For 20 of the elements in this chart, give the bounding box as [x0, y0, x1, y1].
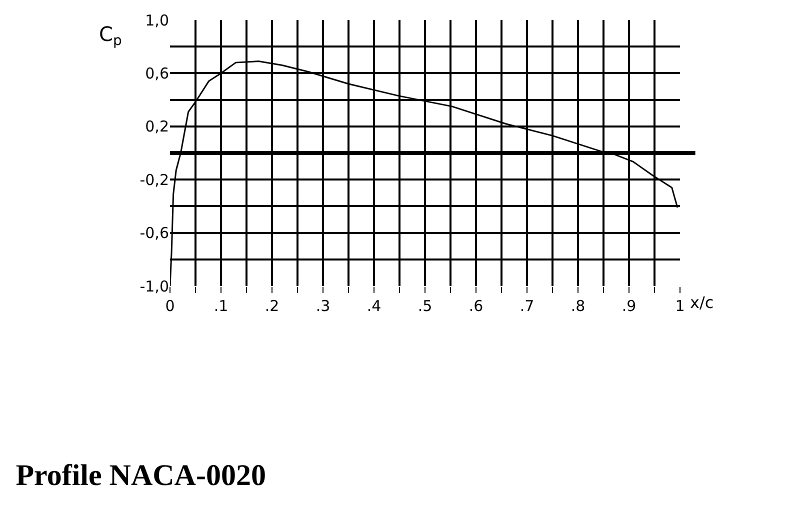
x-tick-label: 1 — [675, 297, 685, 315]
y-tick-label: 0,6 — [145, 64, 169, 82]
y-tick-label: 1,0 — [145, 11, 169, 30]
y-tick-label: -0,2 — [140, 170, 169, 189]
x-tick-label: .9 — [622, 297, 636, 315]
text: Profile NACA-0020 — [16, 458, 266, 492]
x-tick-label: .1 — [214, 297, 228, 315]
x-tick-label: .8 — [570, 297, 586, 315]
y-axis-title: C$_{p}$ — [99, 22, 122, 50]
x-tick-label: .4 — [366, 297, 382, 315]
x-tick-label: .7 — [520, 297, 534, 315]
x-tick-label: .2 — [264, 297, 280, 315]
x-tick-label: .3 — [316, 297, 330, 315]
y-tick-label: 0,2 — [145, 118, 169, 136]
x-axis-title: x/c — [690, 293, 714, 312]
y-tick-label: -1,0 — [140, 277, 169, 296]
x-tick-label: .6 — [468, 297, 484, 315]
x-tick-label: 0 — [165, 297, 175, 315]
x-tick-label: .5 — [418, 297, 432, 315]
y-tick-label: -0,6 — [140, 224, 169, 242]
